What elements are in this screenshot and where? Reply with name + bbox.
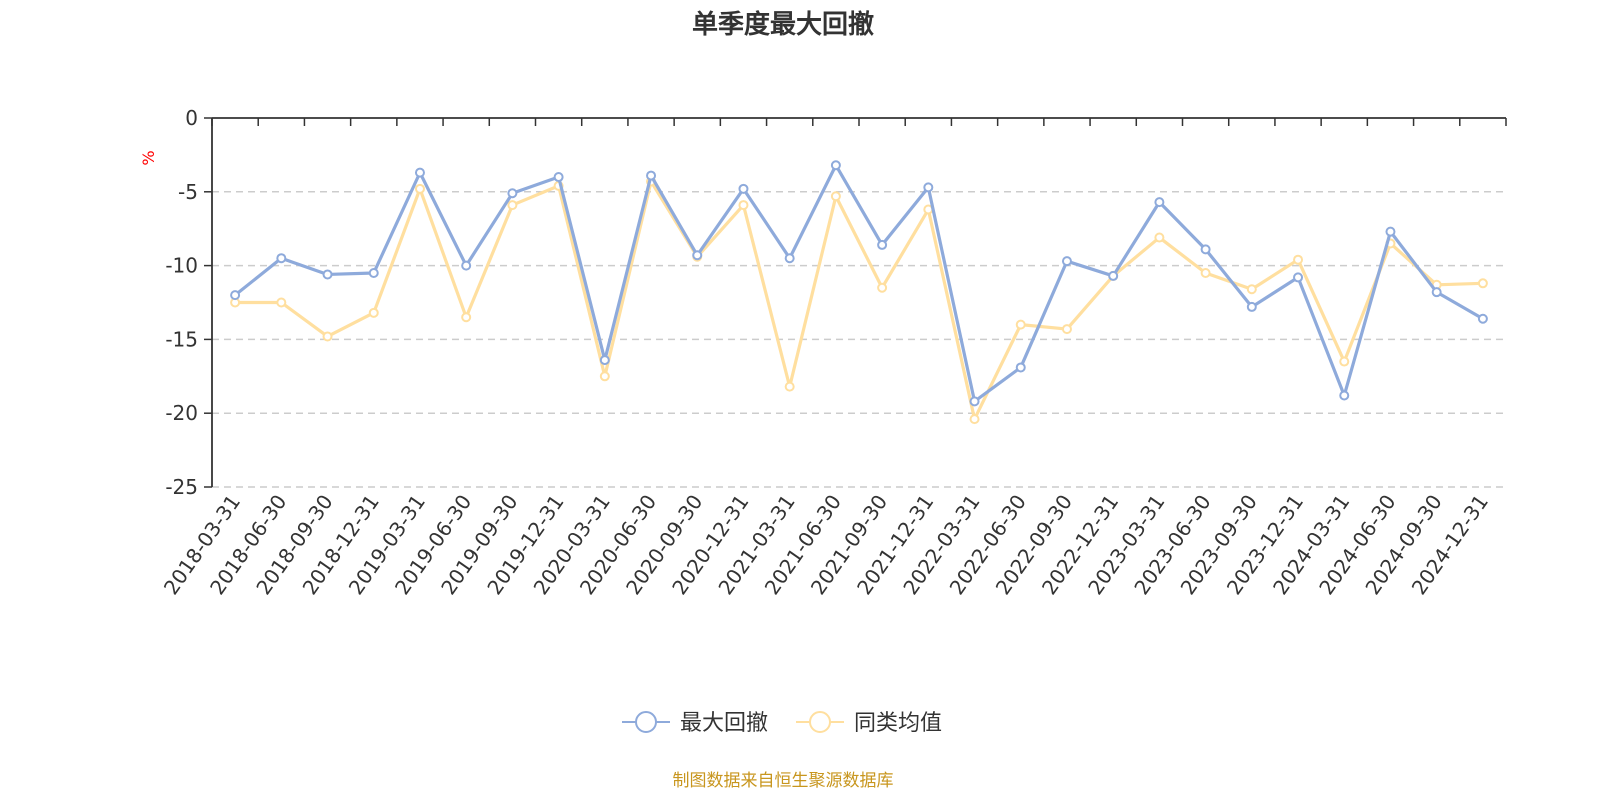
data-point[interactable] <box>1061 256 1072 267</box>
data-point[interactable] <box>923 182 934 193</box>
data-point[interactable] <box>599 371 610 382</box>
data-point[interactable] <box>1431 287 1442 298</box>
data-point[interactable] <box>414 167 425 178</box>
data-point[interactable] <box>1477 313 1488 324</box>
data-point[interactable] <box>322 331 333 342</box>
legend-label: 最大回撤 <box>680 711 768 736</box>
data-point[interactable] <box>1200 244 1211 255</box>
legend[interactable]: 最大回撤 同类均值 <box>622 711 942 736</box>
data-point[interactable] <box>1293 272 1304 283</box>
data-point[interactable] <box>1339 390 1350 401</box>
axes: 0-5-10-15-20-252018-03-312018-06-302018-… <box>159 106 1507 599</box>
legend-label: 同类均值 <box>854 711 942 736</box>
data-point[interactable] <box>969 414 980 425</box>
data-point[interactable] <box>1339 356 1350 367</box>
data-point[interactable] <box>276 253 287 264</box>
data-point[interactable] <box>1154 197 1165 208</box>
data-point[interactable] <box>1385 226 1396 237</box>
data-point[interactable] <box>1061 324 1072 335</box>
series-line <box>234 163 1484 403</box>
data-point[interactable] <box>553 172 564 183</box>
series-line <box>235 179 1483 421</box>
data-point[interactable] <box>1154 232 1165 243</box>
data-point[interactable] <box>646 170 657 181</box>
data-point[interactable] <box>830 160 841 171</box>
y-tick-label: -15 <box>165 327 198 351</box>
y-tick-label: 0 <box>185 106 198 130</box>
legend-marker <box>635 711 657 733</box>
data-point[interactable] <box>368 267 379 278</box>
data-point[interactable] <box>230 290 241 301</box>
data-point[interactable] <box>877 282 888 293</box>
data-point[interactable] <box>276 297 287 308</box>
data-point[interactable] <box>784 253 795 264</box>
data-point[interactable] <box>1293 254 1304 265</box>
source-note: 制图数据来自恒生聚源数据库 <box>673 771 894 791</box>
y-axis-unit-label: % <box>139 150 158 165</box>
legend-item[interactable]: 最大回撤 <box>622 711 768 736</box>
data-point[interactable] <box>461 260 472 271</box>
data-point[interactable] <box>1108 270 1119 281</box>
data-point[interactable] <box>599 355 610 366</box>
chart-title: 单季度最大回撤 <box>692 9 874 40</box>
legend-marker <box>809 711 831 733</box>
data-point[interactable] <box>368 307 379 318</box>
data-point[interactable] <box>414 183 425 194</box>
grid-lines <box>212 191 1506 488</box>
data-point[interactable] <box>738 200 749 211</box>
data-point[interactable] <box>1246 301 1257 312</box>
y-tick-label: -5 <box>178 180 198 204</box>
data-point[interactable] <box>1015 362 1026 373</box>
data-point[interactable] <box>738 183 749 194</box>
data-point[interactable] <box>1477 278 1488 289</box>
data-point[interactable] <box>784 381 795 392</box>
legend-item[interactable]: 同类均值 <box>796 711 942 736</box>
y-tick-label: -20 <box>165 401 198 425</box>
data-point[interactable] <box>507 200 518 211</box>
data-point[interactable] <box>461 312 472 323</box>
data-point[interactable] <box>322 269 333 280</box>
y-tick-label: -10 <box>165 254 198 278</box>
data-point[interactable] <box>692 250 703 261</box>
data-point[interactable] <box>507 188 518 199</box>
data-point[interactable] <box>1015 319 1026 330</box>
series-lines <box>230 160 1488 425</box>
data-point[interactable] <box>830 191 841 202</box>
data-point[interactable] <box>877 239 888 250</box>
data-point[interactable] <box>969 396 980 407</box>
data-point[interactable] <box>1246 284 1257 295</box>
y-tick-label: -25 <box>165 475 198 499</box>
data-point[interactable] <box>1200 267 1211 278</box>
